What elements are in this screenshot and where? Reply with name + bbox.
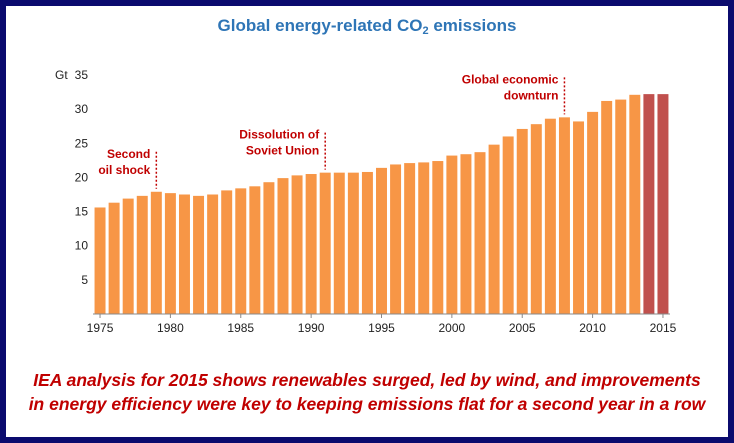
annotation-label: Dissolution of xyxy=(239,128,320,142)
bar-2015 xyxy=(657,94,669,315)
caption: IEA analysis for 2015 shows renewables s… xyxy=(20,368,714,416)
bar-1989 xyxy=(291,175,303,314)
chart-title-main: Global energy-related CO xyxy=(217,16,423,35)
bar-1981 xyxy=(178,194,190,314)
bar-1985 xyxy=(235,188,247,314)
annotation-label: Global economic xyxy=(462,72,559,86)
bar-1998 xyxy=(418,162,430,314)
chart-title-subscript: 2 xyxy=(422,25,429,37)
x-tick-label: 1990 xyxy=(298,321,325,335)
x-tick-label: 1985 xyxy=(227,321,254,335)
bar-2014 xyxy=(643,94,655,315)
bar-1994 xyxy=(361,171,373,314)
y-tick-label: 35 xyxy=(75,68,89,82)
bar-2006 xyxy=(530,124,542,314)
x-tick-label: 2015 xyxy=(650,321,677,335)
annotation-label: Soviet Union xyxy=(246,144,319,158)
bar-1993 xyxy=(347,172,359,314)
caption-line-1: IEA analysis for 2015 shows renewables s… xyxy=(33,370,701,390)
x-tick-label: 2010 xyxy=(579,321,606,335)
x-tick-label: 2005 xyxy=(509,321,536,335)
x-tick-label: 1980 xyxy=(157,321,184,335)
bar-2001 xyxy=(460,154,472,314)
y-tick-label: 30 xyxy=(75,102,89,116)
bar-1991 xyxy=(319,172,331,314)
caption-line-2: in energy efficiency were key to keeping… xyxy=(28,394,706,414)
bar-1986 xyxy=(249,186,261,314)
bar-1988 xyxy=(277,178,289,314)
x-tick-label: 2000 xyxy=(439,321,466,335)
bar-2002 xyxy=(474,152,486,314)
bar-1978 xyxy=(136,195,148,314)
bar-1999 xyxy=(432,161,444,314)
bar-1982 xyxy=(193,195,205,314)
bar-2000 xyxy=(446,155,458,314)
bar-1987 xyxy=(263,182,275,314)
bar-2011 xyxy=(601,100,613,314)
bar-1979 xyxy=(150,191,162,314)
x-tick-label: 1995 xyxy=(368,321,395,335)
bar-1996 xyxy=(390,164,402,314)
annotation-label: oil shock xyxy=(98,163,150,177)
y-tick-label: 10 xyxy=(75,239,89,253)
annotation-label: Second xyxy=(107,147,150,161)
bar-2013 xyxy=(629,94,641,314)
bar-1975 xyxy=(94,207,106,314)
bar-2010 xyxy=(587,111,599,314)
bar-1997 xyxy=(404,163,416,314)
bar-2005 xyxy=(516,128,528,314)
y-axis-label: Gt xyxy=(55,68,68,82)
bar-2004 xyxy=(502,136,514,314)
bar-1984 xyxy=(221,190,233,314)
chart-title-tail: emissions xyxy=(428,16,517,35)
bar-2012 xyxy=(615,99,627,314)
bar-1992 xyxy=(333,172,345,314)
y-tick-label: 20 xyxy=(75,170,89,184)
bar-1983 xyxy=(207,194,219,314)
bar-1995 xyxy=(376,167,387,314)
bar-2003 xyxy=(488,144,500,314)
bar-1976 xyxy=(108,202,120,314)
plot-area: Gt 5 10 15 20 25 30 35 1975 1980 1985 1990 1995 2000 2… xyxy=(55,68,677,335)
bar-1977 xyxy=(122,198,134,314)
annotation-label: downturn xyxy=(504,88,559,102)
chart-title: Global energy-related CO2 emissions xyxy=(0,16,734,37)
x-tick-label: 1975 xyxy=(87,321,114,335)
y-tick-label: 15 xyxy=(75,205,89,219)
bar-2007 xyxy=(544,118,556,315)
bar-1990 xyxy=(305,174,317,314)
y-tick-label: 5 xyxy=(81,273,88,287)
bar-2009 xyxy=(573,121,585,314)
y-tick-label: 25 xyxy=(75,136,89,150)
bar-1980 xyxy=(164,193,176,314)
bar-2008 xyxy=(558,117,570,314)
